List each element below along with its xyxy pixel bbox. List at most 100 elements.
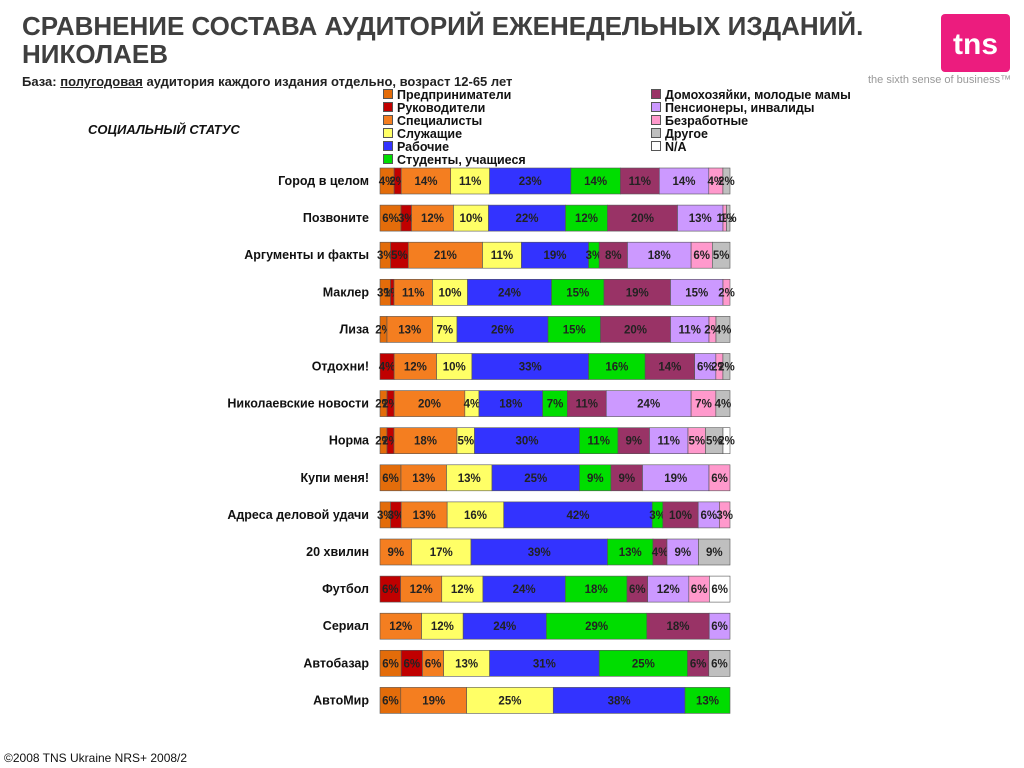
legend-swatch	[651, 89, 661, 99]
bar-segment	[607, 538, 654, 566]
category-label: Отдохни!	[312, 360, 369, 374]
data-label: 13%	[696, 695, 719, 707]
legend-item: Специалисты	[383, 114, 482, 128]
legend-swatch	[383, 128, 393, 138]
bar-segment	[666, 538, 699, 566]
bar-segment	[503, 501, 653, 529]
bar-segment	[456, 316, 549, 343]
data-label: 4%	[715, 399, 732, 411]
bar-segment	[400, 167, 452, 195]
data-label: 42%	[566, 510, 589, 522]
data-label: 18%	[499, 399, 522, 411]
data-label: 18%	[648, 250, 671, 262]
data-label: 12%	[404, 362, 427, 374]
bar-segment	[551, 278, 605, 306]
bar-segment	[393, 353, 437, 380]
legend-swatch	[383, 102, 393, 112]
bar-segment	[470, 538, 608, 566]
bar-segment	[708, 612, 731, 640]
data-label: 15%	[563, 324, 586, 336]
data-label: 5%	[688, 436, 705, 448]
data-label: 24%	[493, 621, 516, 633]
bar-segment	[607, 204, 678, 232]
bar-segment	[610, 464, 643, 492]
bar-segment	[446, 464, 493, 492]
data-label: 11%	[402, 287, 424, 299]
data-label: 20%	[624, 324, 647, 336]
data-label: 11%	[491, 250, 513, 262]
data-label: 18%	[414, 436, 437, 448]
data-label: 6%	[382, 584, 399, 596]
bar-segment	[715, 390, 731, 417]
data-label: 6%	[382, 658, 399, 670]
legend-label: Домохозяйки, молодые мамы	[665, 88, 851, 102]
data-label: 13%	[455, 658, 478, 670]
data-label: 29%	[585, 621, 608, 633]
legend-label: Студенты, учащиеся	[397, 153, 526, 167]
data-label: 1%	[720, 213, 737, 225]
bar-segment	[432, 316, 458, 343]
data-label: 6%	[693, 250, 710, 262]
data-label: 17%	[430, 547, 453, 559]
category-label: АвтоМир	[313, 693, 369, 707]
data-label: 16%	[605, 362, 628, 374]
data-label: 2%	[718, 287, 735, 299]
data-label: 2%	[718, 176, 735, 188]
data-label: 4%	[715, 324, 732, 336]
bar-segment	[547, 316, 601, 343]
bar-segment	[400, 575, 443, 603]
data-label: 9%	[674, 547, 691, 559]
data-label: 14%	[658, 362, 681, 374]
legend-swatch	[383, 89, 393, 99]
data-label: 11%	[629, 176, 651, 188]
bar-segment	[579, 427, 619, 455]
bar-segment	[684, 687, 731, 714]
data-label: 6%	[711, 658, 728, 670]
data-label: 11%	[576, 399, 598, 411]
data-label: 14%	[584, 176, 607, 188]
bar-segment	[462, 612, 547, 640]
data-label: 15%	[566, 287, 589, 299]
category-label: Купи меня!	[301, 471, 370, 485]
data-label: 6%	[690, 658, 707, 670]
bar-segment	[421, 612, 464, 640]
bar-segment	[647, 575, 690, 603]
legend-swatch	[651, 102, 661, 112]
bar-segment	[482, 575, 566, 603]
bar-segment	[670, 278, 724, 306]
data-label: 8%	[605, 250, 622, 262]
data-label: 4%	[464, 399, 481, 411]
bar-segment	[411, 538, 472, 566]
data-label: 6%	[711, 584, 728, 596]
bar-segment	[400, 687, 467, 714]
legend-item: Домохозяйки, молодые мамы	[651, 88, 851, 102]
bar-segment	[690, 390, 717, 417]
data-label: 31%	[533, 658, 556, 670]
bar-segment	[708, 649, 731, 677]
bar-segment	[719, 501, 731, 529]
data-label: 4%	[708, 176, 725, 188]
data-label: 15%	[685, 287, 708, 299]
bar-segment	[393, 390, 466, 417]
data-label: 11%	[658, 436, 680, 448]
category-label: Николаевские новости	[227, 397, 369, 411]
data-label: 6%	[382, 473, 399, 485]
base-rest: аудитория каждого издания отдельно, возр…	[146, 74, 513, 89]
category-label: Сериал	[323, 619, 369, 633]
bar-segment	[552, 687, 686, 714]
data-label: 3%	[586, 250, 603, 262]
tns-logo-text: tns	[953, 28, 998, 61]
data-label: 12%	[410, 584, 433, 596]
data-label: 12%	[431, 621, 454, 633]
data-label: 24%	[637, 399, 660, 411]
data-label: 18%	[585, 584, 608, 596]
data-label: 24%	[498, 287, 521, 299]
bar-segment	[658, 167, 710, 195]
data-label: 9%	[387, 547, 404, 559]
bar-segment	[627, 241, 692, 269]
category-label: 20 хвилин	[306, 545, 369, 559]
data-label: 2%	[718, 362, 735, 374]
data-label: 22%	[515, 213, 538, 225]
bar-segment	[443, 649, 490, 677]
